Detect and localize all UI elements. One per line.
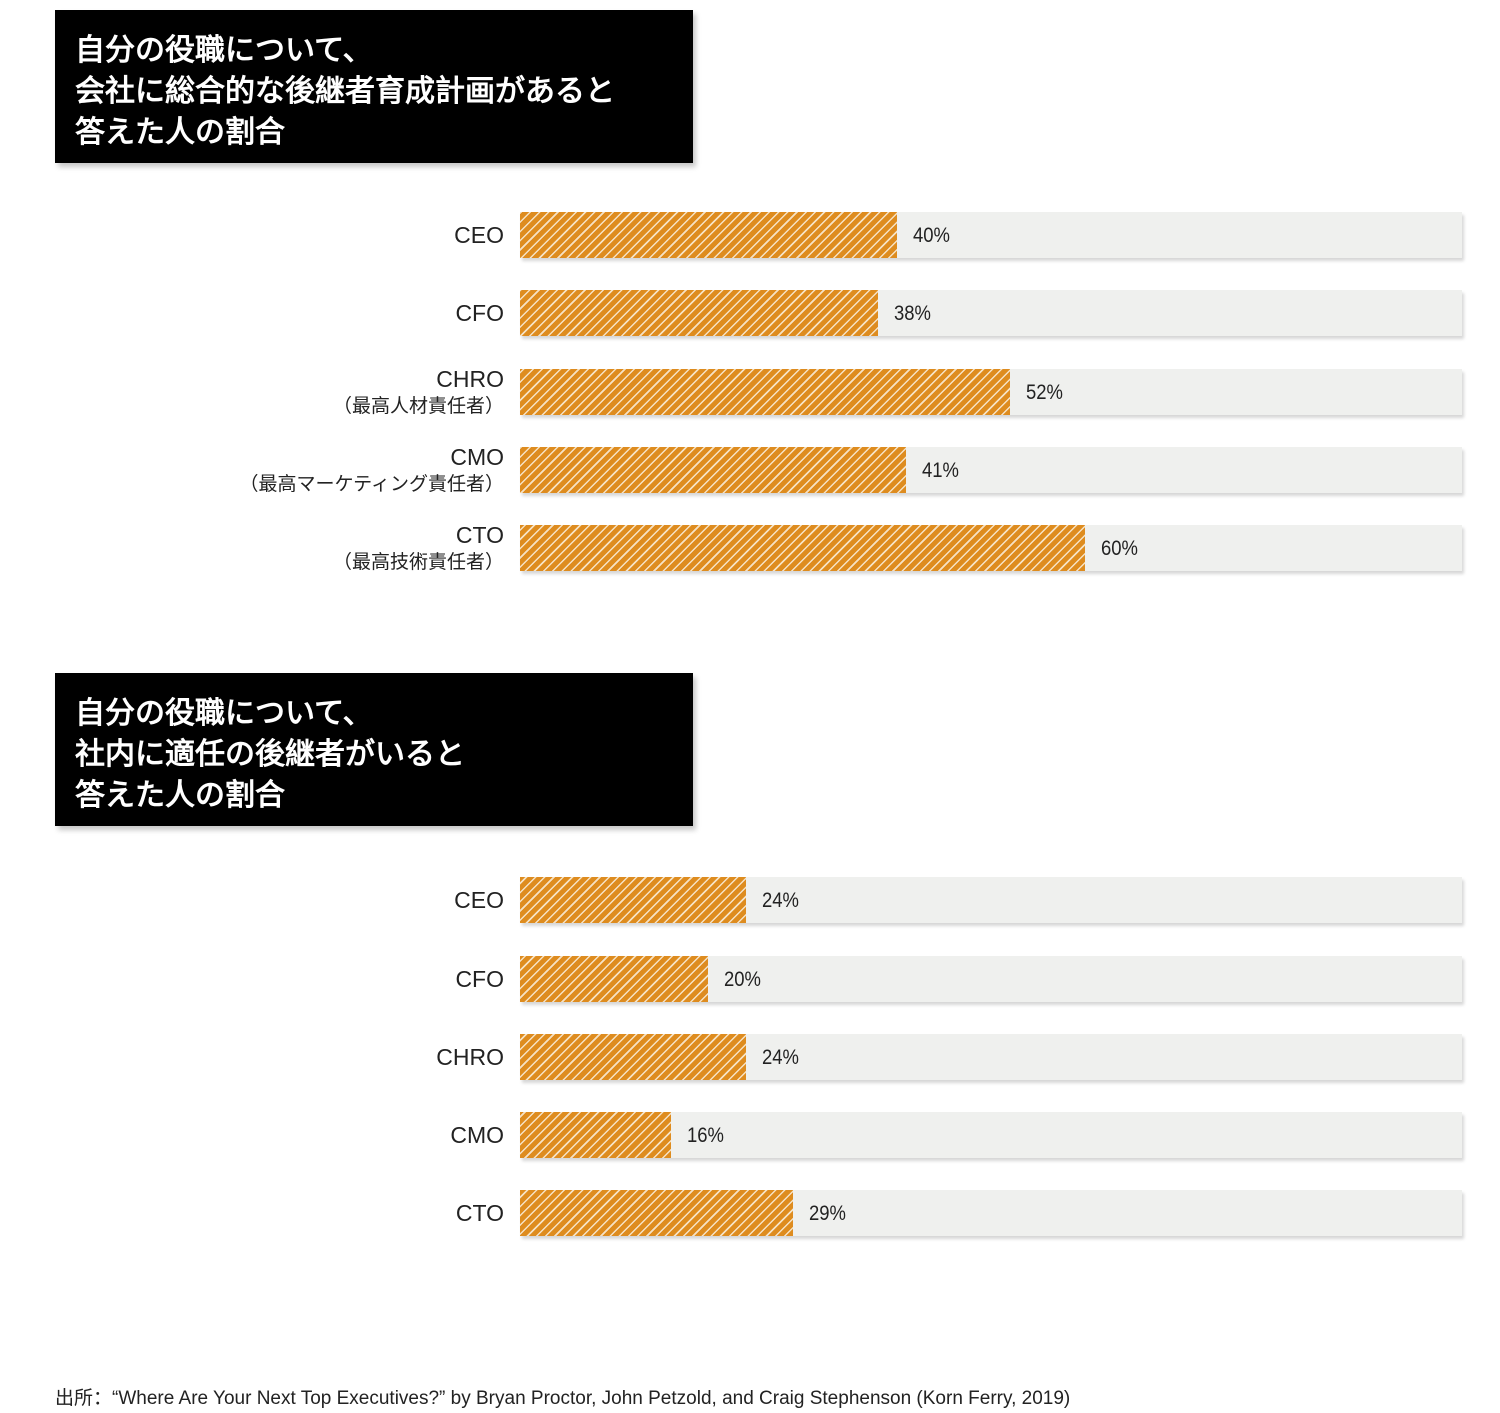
chart-1-title: 自分の役職について、 会社に総合的な後継者育成計画があると 答えた人の割合 — [55, 10, 693, 163]
bar-value-label: 20% — [724, 968, 761, 991]
bar-row-cmo: CMO （最高マーケティング責任者） 41% — [0, 443, 1500, 495]
bar-value-label: 16% — [687, 1124, 724, 1147]
category-label: CFO — [455, 290, 504, 336]
bar-row-chro: CHRO 24% — [0, 1034, 1500, 1080]
chart-2-title-line-1: 自分の役職について、 — [75, 696, 373, 731]
category-name: CMO — [450, 1121, 504, 1148]
bar-value-label: 40% — [913, 224, 950, 247]
bar-track: 24% — [520, 1034, 1462, 1080]
bar-fill — [520, 1112, 671, 1158]
category-name: CMO — [450, 443, 504, 470]
bar-track: 41% — [520, 447, 1462, 493]
source-note: 出所：“Where Are Your Next Top Executives?”… — [55, 1388, 1071, 1409]
bar-row-cmo: CMO 16% — [0, 1112, 1500, 1158]
category-sublabel: （最高マーケティング責任者） — [239, 472, 504, 495]
bar-fill — [520, 877, 746, 923]
category-name: CHRO — [436, 1043, 504, 1070]
bar-value-label: 38% — [894, 302, 931, 325]
bar-row-cto: CTO （最高技術責任者） 60% — [0, 521, 1500, 573]
bar-fill — [520, 290, 878, 336]
bar-track: 38% — [520, 290, 1462, 336]
category-label: CFO — [455, 956, 504, 1002]
category-label: CTO — [456, 1190, 504, 1236]
category-name: CTO — [455, 1199, 504, 1226]
bar-value-label: 29% — [809, 1202, 846, 1225]
category-label: CMO （最高マーケティング責任者） — [240, 443, 504, 495]
bar-fill — [520, 956, 708, 1002]
bar-track: 29% — [520, 1190, 1462, 1236]
bar-track: 60% — [520, 525, 1462, 571]
chart-2-title: 自分の役職について、 社内に適任の後継者がいると 答えた人の割合 — [55, 673, 693, 826]
bar-row-ceo: CEO 40% — [0, 212, 1500, 258]
chart-2-title-line-2: 社内に適任の後継者がいると — [75, 737, 465, 772]
chart-1-title-line-1: 自分の役職について、 — [75, 33, 373, 68]
chart-1-title-line-3: 答えた人の割合 — [75, 115, 285, 150]
bar-fill — [520, 1190, 793, 1236]
bar-track: 20% — [520, 956, 1462, 1002]
bar-value-label: 41% — [922, 459, 959, 482]
bar-fill — [520, 212, 897, 258]
bar-row-cfo: CFO 38% — [0, 290, 1500, 336]
category-sublabel: （最高技術責任者） — [332, 550, 504, 573]
category-label: CEO — [454, 877, 504, 923]
chart-2-title-line-3: 答えた人の割合 — [75, 778, 285, 813]
category-label: CHRO — [436, 1034, 504, 1080]
category-name: CHRO — [436, 365, 504, 392]
category-name: CEO — [454, 886, 504, 913]
bar-value-label: 60% — [1101, 537, 1138, 560]
bar-fill — [520, 1034, 746, 1080]
category-name: CFO — [455, 965, 504, 992]
category-name: CFO — [455, 299, 504, 326]
category-label: CEO — [454, 212, 504, 258]
bar-value-label: 52% — [1026, 381, 1063, 404]
category-sublabel: （最高人材責任者） — [332, 394, 504, 417]
bar-track: 40% — [520, 212, 1462, 258]
bar-track: 52% — [520, 369, 1462, 415]
chart-1-title-line-2: 会社に総合的な後継者育成計画があると — [75, 74, 615, 109]
bar-track: 16% — [520, 1112, 1462, 1158]
category-name: CTO — [455, 521, 504, 548]
bar-value-label: 24% — [762, 889, 799, 912]
bar-fill — [520, 447, 906, 493]
bar-row-cto: CTO 29% — [0, 1190, 1500, 1236]
bar-row-chro: CHRO （最高人材責任者） 52% — [0, 365, 1500, 417]
bar-fill — [520, 369, 1010, 415]
bar-row-cfo: CFO 20% — [0, 956, 1500, 1002]
category-name: CEO — [454, 221, 504, 248]
bar-row-ceo: CEO 24% — [0, 877, 1500, 923]
category-label: CHRO （最高人材責任者） — [333, 365, 504, 417]
category-label: CTO （最高技術責任者） — [333, 521, 504, 573]
category-label: CMO — [450, 1112, 504, 1158]
bar-track: 24% — [520, 877, 1462, 923]
bar-value-label: 24% — [762, 1046, 799, 1069]
bar-fill — [520, 525, 1085, 571]
